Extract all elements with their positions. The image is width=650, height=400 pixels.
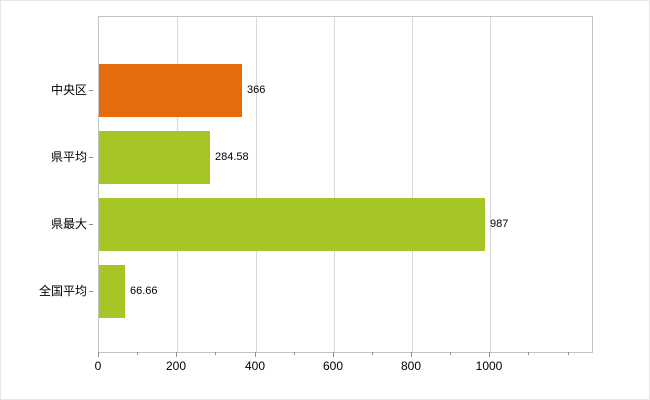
y-axis-category-labels: 中央区県平均県最大全国平均 [1, 16, 93, 351]
x-axis-tick [372, 352, 373, 355]
x-axis-tick [255, 352, 256, 357]
y-axis-category-label: 中央区 [50, 83, 87, 97]
x-axis-tick-label: 0 [94, 359, 102, 373]
x-axis-tick-label: 200 [165, 359, 187, 373]
x-axis-tick [489, 352, 490, 357]
x-axis-tick-label: 400 [244, 359, 266, 373]
y-axis-tick [89, 157, 93, 158]
bar-2 [99, 131, 210, 184]
x-axis-tick [528, 352, 529, 355]
bar-value-label: 66.66 [130, 285, 158, 297]
plot-area: 366 284.58 987 66.66 [98, 16, 593, 353]
x-axis-tick [568, 352, 569, 355]
gridline [412, 17, 413, 352]
x-axis-ticks [98, 352, 592, 360]
y-axis-category-label: 県最大 [50, 217, 87, 231]
x-axis-tick [294, 352, 295, 355]
y-axis-category-label: 県平均 [50, 150, 87, 164]
x-axis-tick-label: 1000 [475, 359, 503, 373]
y-axis-category-label: 全国平均 [38, 284, 87, 298]
x-axis-tick-labels: 0 200 400 600 800 1000 [95, 359, 592, 375]
bar-4 [99, 265, 125, 318]
gridline [177, 17, 178, 352]
x-axis-tick [215, 352, 216, 355]
bar-value-label: 284.58 [215, 151, 249, 163]
bar-3 [99, 198, 485, 251]
x-axis-tick [137, 352, 138, 355]
y-axis-tick [89, 291, 93, 292]
gridline [256, 17, 257, 352]
bar-value-label: 366 [247, 84, 266, 96]
x-axis-tick-label: 800 [400, 359, 422, 373]
bar-value-label: 987 [490, 218, 509, 230]
y-axis-tick [89, 90, 93, 91]
x-axis-tick [411, 352, 412, 357]
x-axis-tick [98, 352, 99, 357]
x-axis-tick [450, 352, 451, 355]
gridline [334, 17, 335, 352]
x-axis-tick [176, 352, 177, 357]
gridline [490, 17, 491, 352]
x-axis-tick-label: 600 [322, 359, 344, 373]
bar-1 [99, 64, 242, 117]
y-axis-tick [89, 224, 93, 225]
x-axis-tick [333, 352, 334, 357]
